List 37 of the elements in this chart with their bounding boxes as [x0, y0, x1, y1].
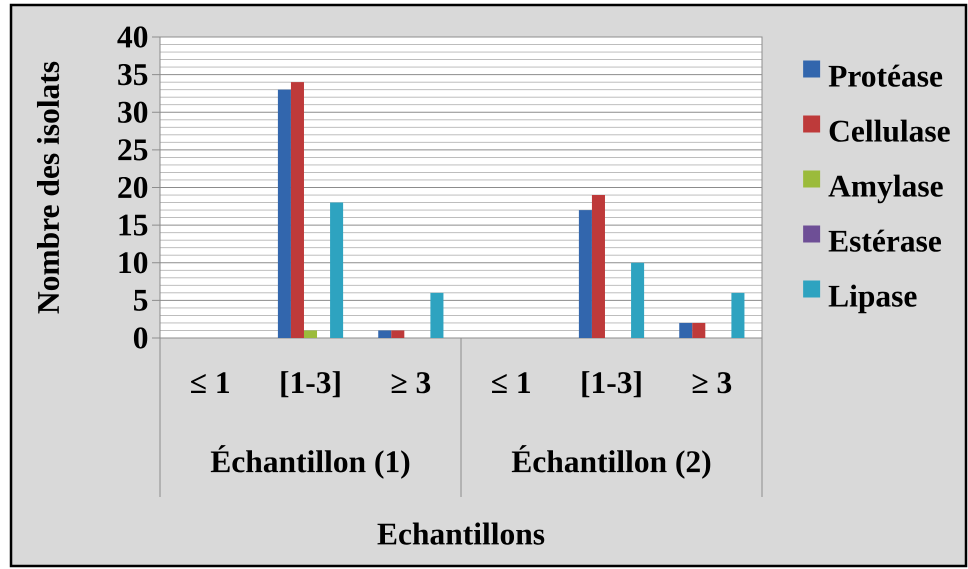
text: Échantillon (1) [210, 445, 410, 479]
y-tick-label: 0 [134, 327, 148, 349]
bar [378, 330, 392, 338]
bar [278, 90, 291, 338]
bar [578, 210, 592, 338]
bar [592, 195, 605, 338]
legend-label: Estérase [828, 230, 942, 252]
x-tick-label: ≤ 1 [191, 372, 229, 393]
bar [631, 262, 644, 338]
text: Échantillon (2) [512, 445, 710, 479]
bar [330, 202, 344, 338]
x-tick-label: [1-3] [582, 371, 641, 398]
bar [692, 322, 706, 338]
bar [731, 292, 744, 338]
y-tick-label: 25 [118, 139, 148, 160]
y-tick-label: 35 [118, 64, 148, 86]
bar [290, 82, 304, 338]
y-axis-title: Nombre des isolats [36, 62, 60, 314]
y-tick-label: 20 [118, 176, 148, 198]
legend-label: Cellulase [830, 120, 950, 142]
bar [430, 292, 444, 338]
bar [304, 330, 318, 338]
y-tick-label: 30 [118, 102, 148, 123]
x-tick-label: ≥ 3 [392, 372, 430, 394]
x-tick-label: ≤ 1 [492, 372, 530, 393]
bar [679, 322, 692, 338]
bar [391, 330, 404, 338]
y-tick-label: 10 [120, 252, 148, 274]
x-tick-label: ≥ 3 [692, 372, 732, 394]
y-tick-label: 40 [117, 26, 148, 48]
x-tick-label: [1-3] [281, 371, 340, 398]
legend-label: Protéase [828, 64, 942, 87]
y-tick-label: 15 [120, 214, 148, 236]
y-tick-label: 5 [134, 290, 148, 311]
legend-label: Amylase [828, 174, 943, 204]
legend-label: Lipase [828, 284, 917, 314]
x-axis-title: Echantillons [378, 522, 544, 545]
